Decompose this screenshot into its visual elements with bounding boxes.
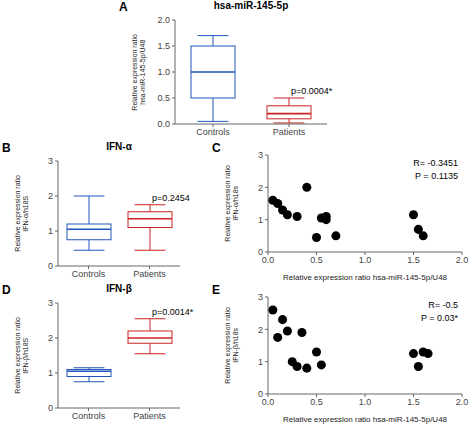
- svg-text:3: 3: [48, 156, 53, 166]
- svg-text:0: 0: [258, 247, 263, 257]
- svg-text:2: 2: [48, 191, 53, 201]
- svg-text:1.0: 1.0: [359, 255, 372, 265]
- svg-text:3: 3: [258, 292, 263, 302]
- svg-text:0: 0: [258, 389, 263, 399]
- html-text:R= -0.5 P = 0.03*: R= -0.5 P = 0.03*: [420, 300, 458, 323]
- html-text:Relative expression ratio IFN-: Relative expression ratio IFN-α/h18s: [223, 165, 239, 242]
- svg-text:0.5: 0.5: [310, 255, 323, 265]
- html-text:Relative expression ratio IFN-: Relative expression ratio IFN-α/h18S: [13, 175, 29, 252]
- svg-text:1: 1: [258, 215, 263, 225]
- svg-text:0: 0: [48, 261, 53, 271]
- svg-text:Controls: Controls: [196, 127, 230, 137]
- svg-text:p=0.0004*: p=0.0004*: [291, 86, 333, 96]
- html-text:C: C: [212, 141, 221, 155]
- svg-text:1: 1: [48, 226, 53, 236]
- svg-text:0.0: 0.0: [262, 255, 275, 265]
- svg-text:0.0: 0.0: [157, 119, 170, 129]
- svg-text:Relative expression ratio hsa-: Relative expression ratio hsa-miR-145-5p…: [283, 273, 448, 282]
- html-text:Relative expression ratio hsa-: Relative expression ratio hsa-miR-145-5p…: [130, 33, 146, 111]
- svg-text:2.0: 2.0: [157, 15, 170, 25]
- html-text:Relative expression ratio IFN-: Relative expression ratio IFN-β/h18s: [223, 307, 239, 384]
- html-text:A: A: [119, 0, 128, 14]
- svg-text:Relative expression ratio hsa-: Relative expression ratio hsa-miR-145-5p…: [283, 415, 448, 424]
- svg-text:0.5: 0.5: [310, 397, 323, 407]
- svg-text:1: 1: [48, 368, 53, 378]
- svg-text:0.0: 0.0: [262, 397, 275, 407]
- html-text:R= -0.3451 P = 0.1135: R= -0.3451 P = 0.1135: [413, 158, 458, 181]
- svg-text:3: 3: [48, 298, 53, 308]
- svg-text:1.5: 1.5: [407, 255, 420, 265]
- svg-text:3: 3: [258, 150, 263, 160]
- svg-text:1.0: 1.0: [157, 67, 170, 77]
- svg-text:Controls: Controls: [72, 269, 106, 279]
- html-text:E: E: [212, 283, 220, 297]
- svg-text:Patients: Patients: [273, 127, 306, 137]
- svg-text:1: 1: [258, 357, 263, 367]
- svg-text:1.0: 1.0: [359, 397, 372, 407]
- svg-text:2: 2: [258, 325, 263, 335]
- html-text:Relative expression ratio IFN-: Relative expression ratio IFN-β/h18S: [13, 317, 29, 394]
- svg-text:1.5: 1.5: [157, 41, 170, 51]
- svg-text:Controls: Controls: [72, 411, 106, 421]
- svg-text:2.0: 2.0: [456, 255, 466, 265]
- html-text:B: B: [2, 141, 11, 155]
- html-text:IFN-β: IFN-β: [106, 283, 132, 294]
- svg-text:2: 2: [48, 333, 53, 343]
- svg-text:2: 2: [258, 183, 263, 193]
- svg-text:0.5: 0.5: [157, 93, 170, 103]
- html-text:hsa-miR-145-5p: hsa-miR-145-5p: [213, 0, 289, 11]
- svg-text:Patients: Patients: [133, 269, 166, 279]
- svg-text:2.0: 2.0: [456, 397, 466, 407]
- svg-text:0: 0: [48, 403, 53, 413]
- svg-text:p=0.2454: p=0.2454: [152, 193, 190, 203]
- svg-text:p=0.0014*: p=0.0014*: [152, 307, 194, 317]
- svg-text:1.5: 1.5: [407, 397, 420, 407]
- svg-text:Patients: Patients: [133, 411, 166, 421]
- html-text:IFN-α: IFN-α: [106, 141, 132, 152]
- html-text:D: D: [2, 283, 11, 297]
